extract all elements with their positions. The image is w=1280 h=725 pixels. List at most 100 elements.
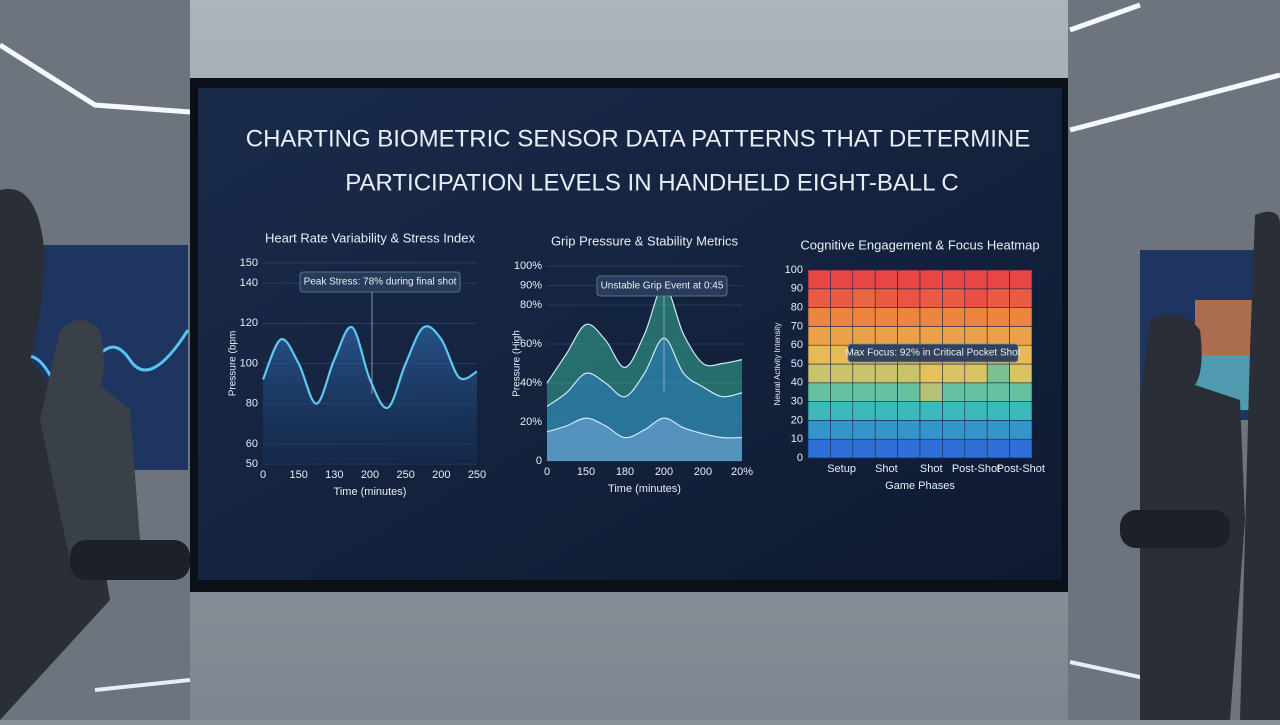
heat-cell [852, 401, 876, 421]
heat-cell [874, 326, 898, 346]
heat-cell [986, 438, 1010, 459]
heat-cell [1009, 269, 1033, 290]
heat-cell [942, 269, 966, 290]
area [547, 418, 742, 461]
heat-cell [942, 326, 966, 346]
light-strip [0, 42, 191, 115]
person [1240, 211, 1280, 720]
heat-cell [807, 401, 831, 421]
x-tick-label: 200 [361, 469, 379, 481]
y-axis-label: Neural Activity Intensity [773, 323, 782, 406]
screen-title: CHARTING BIOMETRIC SENSOR DATA PATTERNS … [246, 125, 1031, 152]
x-tick-label: Post-Shot [952, 463, 1000, 475]
heat-cell [852, 438, 876, 459]
heat-cell [942, 401, 966, 421]
heat-cell [830, 420, 854, 440]
heat-cell [830, 401, 854, 421]
heat-cell [807, 288, 831, 308]
heat-cell [874, 382, 898, 402]
annotation: Peak Stress: 78% during final shot [304, 277, 457, 288]
x-tick-label: 250 [468, 469, 486, 481]
y-tick-label: 0 [536, 455, 542, 467]
y-tick-label: 50 [791, 358, 803, 370]
heat-cell [986, 401, 1010, 421]
heat-cell [807, 363, 831, 384]
annotation: Max Focus: 92% in Critical Pocket Shot [845, 348, 1020, 359]
annotation: Unstable Grip Event at 0:45 [601, 281, 724, 292]
person [40, 320, 140, 560]
y-tick-label: 80% [520, 299, 542, 311]
line [261, 325, 478, 409]
heat-cell [830, 288, 854, 308]
heat-cell [807, 326, 831, 346]
heat-cell [919, 438, 943, 459]
y-tick-label: 90% [520, 279, 542, 291]
heat-cell [964, 438, 988, 459]
y-tick-label: 100% [514, 260, 542, 272]
heat-cell [807, 420, 831, 440]
annotation-box [596, 275, 728, 297]
y-tick-label: 90 [791, 283, 803, 295]
heat-cell [807, 344, 831, 365]
x-tick-label: 20% [731, 466, 753, 478]
y-tick-label: 100 [240, 357, 258, 369]
y-tick-label: 120 [240, 317, 258, 329]
y-tick-label: 60 [246, 438, 258, 450]
y-tick-label: 150 [240, 257, 258, 269]
x-tick-label: Shot [875, 463, 898, 475]
chart-title: Heart Rate Variability & Stress Index [265, 230, 476, 245]
heat-cell [897, 288, 921, 308]
x-axis-label: Game Phases [885, 480, 955, 492]
line-fill [263, 326, 477, 464]
heat-cell [807, 438, 831, 459]
heat-cell [897, 269, 921, 290]
y-axis-label: Pressure (bpm [228, 331, 239, 397]
chart-title: Cognitive Engagement & Focus Heatmap [800, 237, 1039, 252]
heat-cell [830, 269, 854, 290]
heat-cell [852, 288, 876, 308]
heat-cell [919, 326, 943, 346]
controller [70, 540, 190, 580]
x-axis-label: Time (minutes) [334, 486, 407, 498]
heat-cell [942, 363, 966, 384]
heat-cell [852, 420, 876, 440]
x-tick-label: 200 [694, 466, 712, 478]
heat-cell [897, 438, 921, 459]
y-tick-label: 50 [246, 458, 258, 470]
heat-cell [830, 307, 854, 327]
heat-cell [874, 307, 898, 327]
heat-cell [1009, 401, 1033, 421]
heat-cell [986, 382, 1010, 402]
y-tick-label: 0 [797, 452, 803, 464]
x-tick-label: 0 [260, 469, 266, 481]
heat-cell [1009, 438, 1033, 459]
x-tick-label: 200 [432, 469, 450, 481]
heat-cell [897, 363, 921, 384]
y-tick-label: 60% [520, 338, 542, 350]
y-tick-label: 80 [246, 398, 258, 410]
heat-cell [897, 382, 921, 402]
y-tick-label: 20% [520, 416, 542, 428]
area-edge [546, 284, 743, 384]
heat-cell [830, 326, 854, 346]
heat-cell [874, 269, 898, 290]
y-tick-label: 70 [791, 320, 803, 332]
heat-cell [807, 382, 831, 402]
heat-cell [897, 401, 921, 421]
heat-cell [964, 420, 988, 440]
heat-cell [1009, 326, 1033, 346]
heat-cell [919, 401, 943, 421]
light-strip [1069, 2, 1280, 133]
heat-cell [942, 438, 966, 459]
heat-cell [830, 363, 854, 384]
area-edge [546, 417, 743, 439]
charts: Heart Rate Variability & Stress Index 50 6… [228, 230, 1045, 497]
x-axis-label: Time (minutes) [608, 483, 681, 495]
heat-cell [852, 269, 876, 290]
heat-cell [1009, 288, 1033, 308]
y-tick-label: 10 [791, 433, 803, 445]
heat-cell [964, 401, 988, 421]
heat-cell [874, 438, 898, 459]
heat-cell [852, 326, 876, 346]
